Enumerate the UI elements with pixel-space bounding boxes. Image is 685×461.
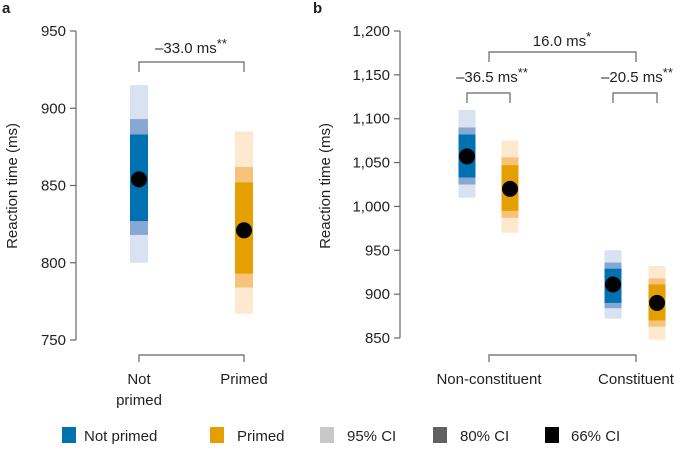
y-tick-label: 750 bbox=[41, 332, 66, 349]
y-tick-label: 1,100 bbox=[352, 111, 390, 128]
y-axis-label: Reaction time (ms) bbox=[317, 123, 334, 249]
legend-label: 80% CI bbox=[460, 428, 509, 445]
primed-mean-point bbox=[502, 180, 518, 197]
significance-bracket bbox=[138, 61, 245, 72]
y-tick-label: 1,200 bbox=[352, 23, 390, 40]
x-tick-label: Non-constituent bbox=[436, 371, 542, 388]
y-tick-label: 850 bbox=[41, 178, 66, 195]
x-axis-bracket bbox=[488, 354, 637, 362]
difference-annotation: 16.0 ms* bbox=[533, 29, 591, 50]
legend-swatch-not-primed bbox=[62, 427, 76, 443]
y-tick-label: 1,050 bbox=[352, 155, 390, 172]
legend-label: Not primed bbox=[84, 428, 157, 445]
y-tick-label: 1,150 bbox=[352, 67, 390, 84]
significance-bracket bbox=[466, 92, 511, 103]
y-tick-label: 1,000 bbox=[352, 198, 390, 215]
panel-label-b: b bbox=[313, 0, 322, 17]
legend-swatch-66ci bbox=[545, 427, 559, 443]
y-tick-label: 900 bbox=[41, 100, 66, 117]
not-primed-mean-point bbox=[605, 276, 621, 293]
legend-swatch-80ci bbox=[433, 427, 447, 443]
y-tick-label: 800 bbox=[41, 255, 66, 272]
significance-bracket bbox=[612, 92, 658, 103]
y-tick-label: 850 bbox=[365, 330, 390, 347]
primed-mean-point bbox=[236, 222, 252, 239]
not-primed-mean-point bbox=[131, 171, 147, 188]
y-tick-label: 900 bbox=[365, 286, 390, 303]
x-tick-label: Constituent bbox=[598, 371, 675, 388]
x-tick-label: primed bbox=[116, 392, 162, 409]
y-tick-label: 950 bbox=[365, 242, 390, 259]
not-primed-mean-point bbox=[459, 148, 475, 165]
legend: Not primed Primed 95% CI 80% CI 66% CI bbox=[62, 427, 620, 445]
x-tick-label: Not bbox=[127, 371, 151, 388]
difference-annotation: –36.5 ms** bbox=[456, 65, 528, 86]
difference-annotation: –33.0 ms** bbox=[155, 36, 227, 57]
primed-mean-point bbox=[649, 294, 665, 311]
y-axis-label: Reaction time (ms) bbox=[4, 123, 21, 249]
legend-label: Primed bbox=[237, 428, 285, 445]
panel-a: Reaction time (ms) 750 800 850 900 950 –33.0… bbox=[4, 23, 268, 409]
legend-swatch-primed bbox=[210, 427, 224, 443]
legend-label: 66% CI bbox=[571, 428, 620, 445]
difference-annotation: –20.5 ms** bbox=[601, 65, 673, 86]
significance-bracket bbox=[488, 51, 637, 62]
x-tick-label: Primed bbox=[220, 371, 268, 388]
x-axis-bracket bbox=[138, 354, 245, 362]
legend-label: 95% CI bbox=[347, 428, 396, 445]
y-tick-label: 950 bbox=[41, 23, 66, 40]
panel-b: Reaction time (ms) 850 900 950 1,000 1,050 1,… bbox=[317, 23, 675, 388]
panel-label-a: a bbox=[2, 0, 11, 17]
legend-swatch-95ci bbox=[320, 427, 334, 443]
